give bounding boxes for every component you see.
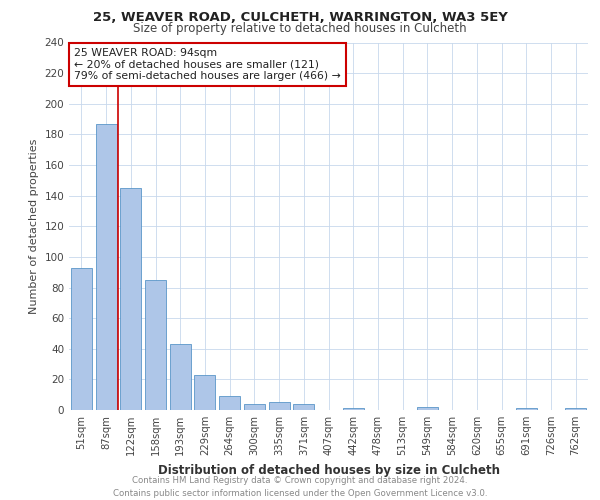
Bar: [417, 407, 438, 410]
Bar: [343, 408, 364, 410]
Text: 25 WEAVER ROAD: 94sqm
← 20% of detached houses are smaller (121)
79% of semi-det: 25 WEAVER ROAD: 94sqm ← 20% of detached …: [74, 48, 341, 81]
Bar: [95, 124, 116, 410]
Bar: [170, 344, 191, 410]
Y-axis label: Number of detached properties: Number of detached properties: [29, 138, 39, 314]
Bar: [516, 408, 537, 410]
Text: Contains HM Land Registry data © Crown copyright and database right 2024.
Contai: Contains HM Land Registry data © Crown c…: [113, 476, 487, 498]
Bar: [244, 404, 265, 410]
Text: Size of property relative to detached houses in Culcheth: Size of property relative to detached ho…: [133, 22, 467, 35]
Bar: [219, 396, 240, 410]
Text: 25, WEAVER ROAD, CULCHETH, WARRINGTON, WA3 5EY: 25, WEAVER ROAD, CULCHETH, WARRINGTON, W…: [92, 11, 508, 24]
Bar: [194, 375, 215, 410]
Bar: [145, 280, 166, 410]
Bar: [293, 404, 314, 410]
Bar: [71, 268, 92, 410]
Bar: [565, 408, 586, 410]
X-axis label: Distribution of detached houses by size in Culcheth: Distribution of detached houses by size …: [157, 464, 499, 476]
Bar: [269, 402, 290, 410]
Bar: [120, 188, 141, 410]
